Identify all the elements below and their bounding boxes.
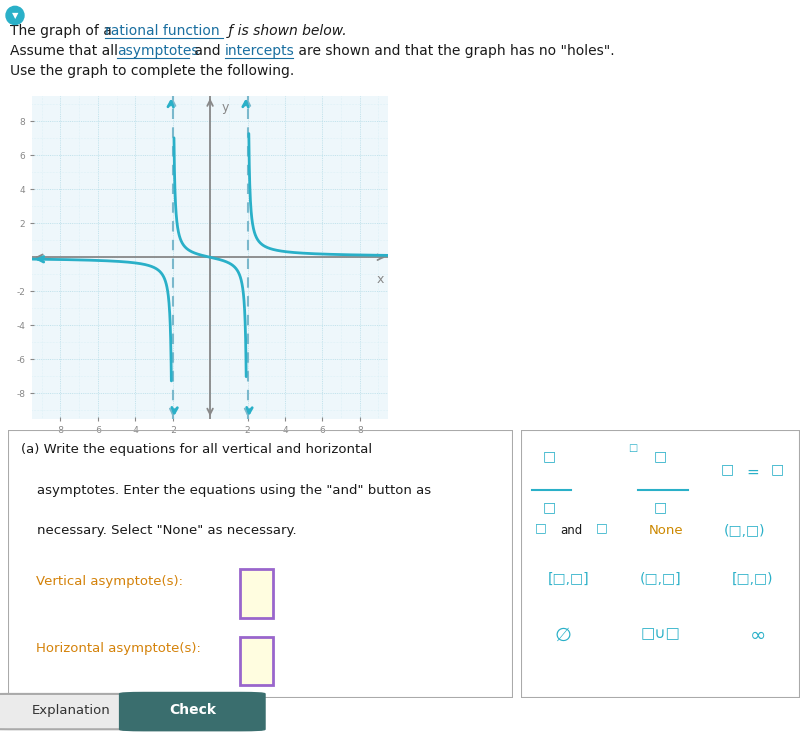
Text: [□,□): [□,□) <box>732 572 773 586</box>
Text: (a) Write the equations for all vertical and horizontal: (a) Write the equations for all vertical… <box>21 443 372 456</box>
Text: and: and <box>190 44 225 58</box>
Text: □: □ <box>542 449 556 463</box>
Text: ∅: ∅ <box>554 625 571 645</box>
Text: □: □ <box>721 462 734 476</box>
Text: [□,□]: [□,□] <box>548 572 589 586</box>
Text: Horizontal asymptote(s):: Horizontal asymptote(s): <box>36 642 200 655</box>
Text: □: □ <box>628 443 638 453</box>
Circle shape <box>6 7 24 24</box>
FancyBboxPatch shape <box>0 694 158 729</box>
Text: □: □ <box>596 521 608 534</box>
Text: and: and <box>560 524 583 537</box>
Text: □: □ <box>542 500 556 514</box>
Text: Vertical asymptote(s):: Vertical asymptote(s): <box>36 575 183 588</box>
Text: □∪□: □∪□ <box>641 625 680 641</box>
Text: Assume that all: Assume that all <box>10 44 122 58</box>
Text: =: = <box>746 465 759 480</box>
FancyBboxPatch shape <box>241 637 273 685</box>
FancyBboxPatch shape <box>241 570 273 617</box>
Text: are shown and that the graph has no "holes".: are shown and that the graph has no "hol… <box>294 44 615 58</box>
Text: asymptotes. Enter the equations using the "and" button as: asymptotes. Enter the equations using th… <box>37 484 431 497</box>
Text: □: □ <box>654 449 667 463</box>
Text: Explanation: Explanation <box>32 703 111 717</box>
Text: ƒ is shown below.: ƒ is shown below. <box>224 24 347 37</box>
Text: intercepts: intercepts <box>225 44 295 58</box>
Text: None: None <box>649 524 684 537</box>
Text: □: □ <box>771 462 785 476</box>
Text: ▼: ▼ <box>12 11 19 20</box>
Text: □: □ <box>654 500 667 514</box>
Text: necessary. Select "None" as necessary.: necessary. Select "None" as necessary. <box>37 524 297 537</box>
Text: rational function: rational function <box>105 24 220 37</box>
Text: ∞: ∞ <box>750 625 766 645</box>
Text: x: x <box>377 273 384 286</box>
Text: The graph of a: The graph of a <box>10 24 116 37</box>
Text: (□,□]: (□,□] <box>640 572 681 586</box>
Text: y: y <box>221 101 229 114</box>
Text: Use the graph to complete the following.: Use the graph to complete the following. <box>10 64 294 78</box>
Text: asymptotes: asymptotes <box>117 44 199 58</box>
Text: (□,□): (□,□) <box>723 524 765 538</box>
Text: □: □ <box>535 521 546 534</box>
FancyBboxPatch shape <box>120 692 265 731</box>
Text: Check: Check <box>169 703 216 717</box>
